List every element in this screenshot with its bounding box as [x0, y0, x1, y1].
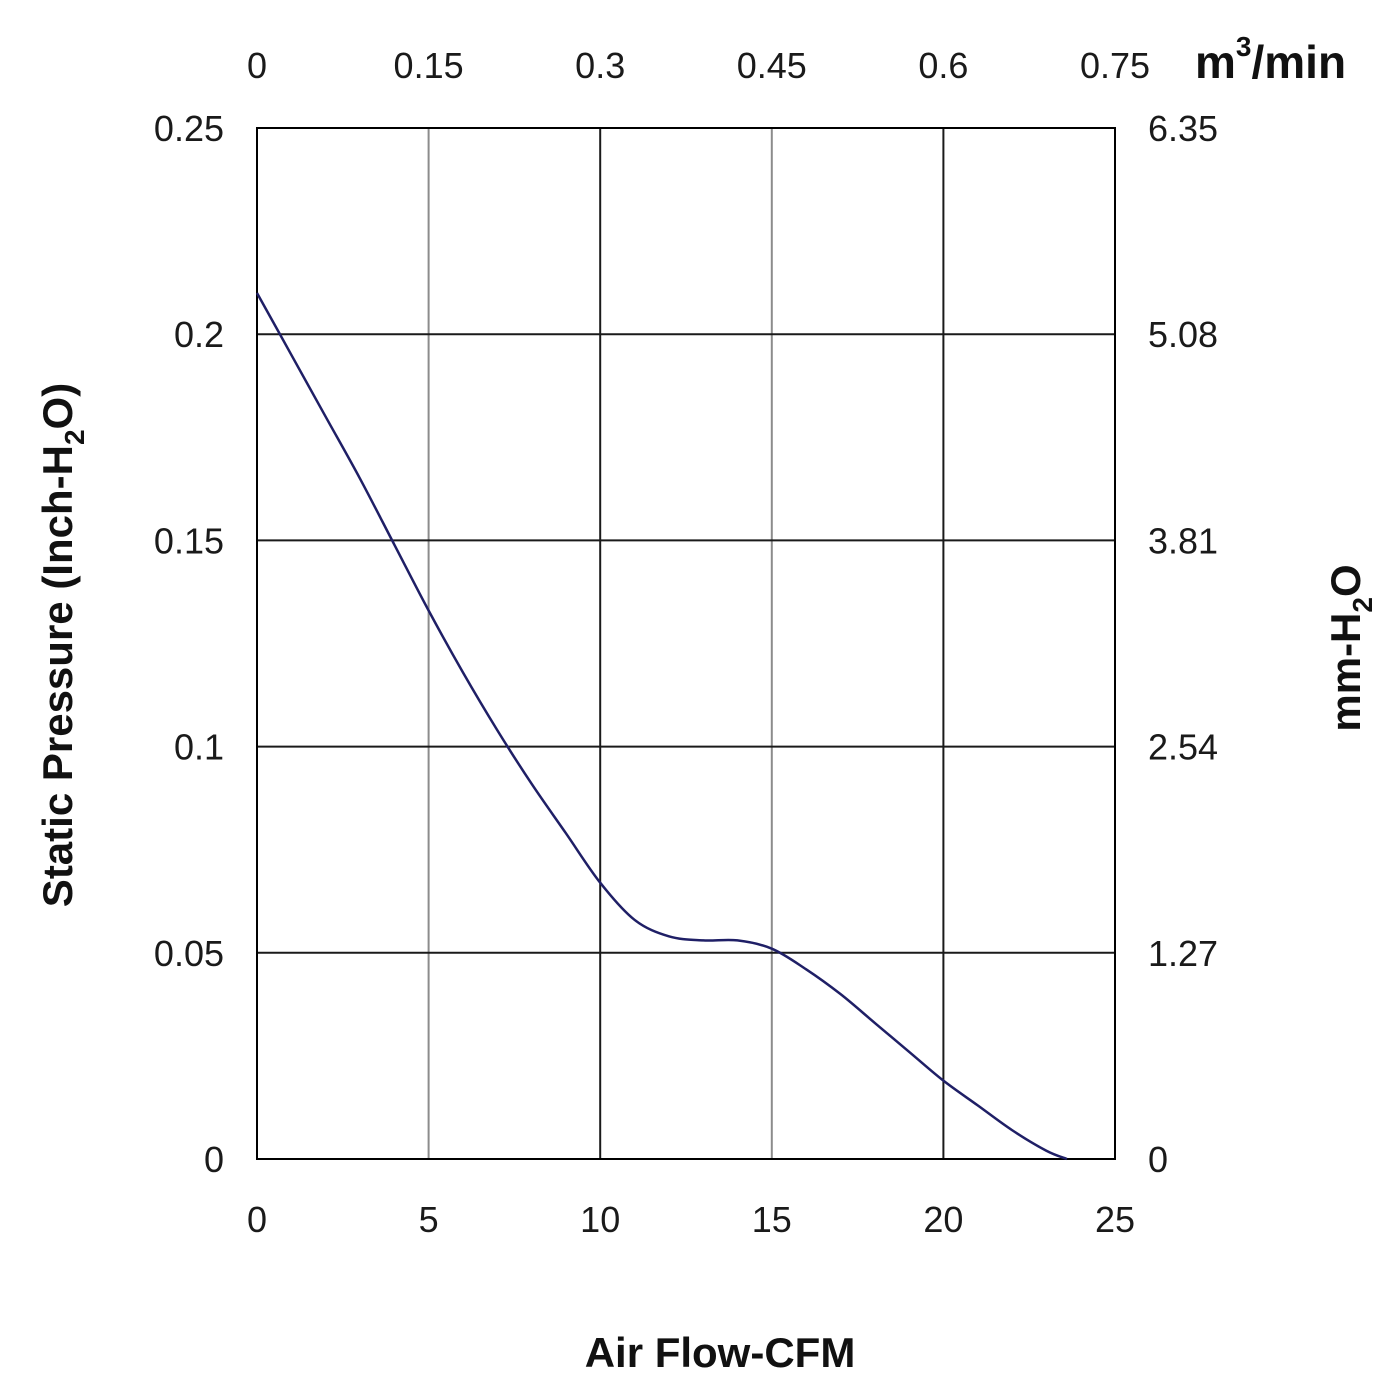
x2-tick-label: 0.15	[394, 45, 464, 86]
x2-axis-ticks: 0 0.15 0.3 0.45 0.6 0.75	[247, 45, 1150, 86]
x2-tick-label: 0.6	[918, 45, 968, 86]
y2-axis-title: mm-H2O	[1322, 564, 1378, 731]
y-tick-label: 0.05	[154, 933, 224, 974]
y-axis-title: Static Pressure (Inch-H2O)	[34, 383, 90, 907]
x-tick-label: 20	[923, 1199, 963, 1240]
x-tick-label: 0	[247, 1199, 267, 1240]
x-tick-label: 5	[419, 1199, 439, 1240]
y-tick-label: 0.25	[154, 108, 224, 149]
y-tick-label: 0.2	[174, 314, 224, 355]
vertical-gridlines	[427, 128, 945, 1159]
horizontal-gridlines	[257, 333, 1115, 954]
y2-tick-label: 6.35	[1148, 108, 1218, 149]
x-axis-title: Air Flow-CFM	[585, 1329, 856, 1376]
y-axis-ticks: 0 0.05 0.1 0.15 0.2 0.25	[154, 108, 224, 1180]
y2-axis-ticks: 0 1.27 2.54 3.81 5.08 6.35	[1148, 108, 1218, 1180]
x-axis-ticks: 0 5 10 15 20 25	[247, 1199, 1135, 1240]
y-tick-label: 0	[204, 1139, 224, 1180]
x2-tick-label: 0	[247, 45, 267, 86]
y-tick-label: 0.15	[154, 520, 224, 561]
x2-tick-label: 0.75	[1080, 45, 1150, 86]
y2-tick-label: 2.54	[1148, 727, 1218, 768]
y-tick-label: 0.1	[174, 727, 224, 768]
x2-tick-label: 0.45	[737, 45, 807, 86]
x2-axis-unit: m3/min	[1195, 31, 1346, 88]
plot-frame	[256, 127, 1116, 1160]
pressure-curve-line	[255, 292, 1068, 1161]
y2-tick-label: 1.27	[1148, 933, 1218, 974]
x-tick-label: 15	[752, 1199, 792, 1240]
x-tick-label: 25	[1095, 1199, 1135, 1240]
x2-tick-label: 0.3	[575, 45, 625, 86]
y2-tick-label: 5.08	[1148, 314, 1218, 355]
x-tick-label: 10	[580, 1199, 620, 1240]
y2-tick-label: 0	[1148, 1139, 1168, 1180]
y2-tick-label: 3.81	[1148, 520, 1218, 561]
